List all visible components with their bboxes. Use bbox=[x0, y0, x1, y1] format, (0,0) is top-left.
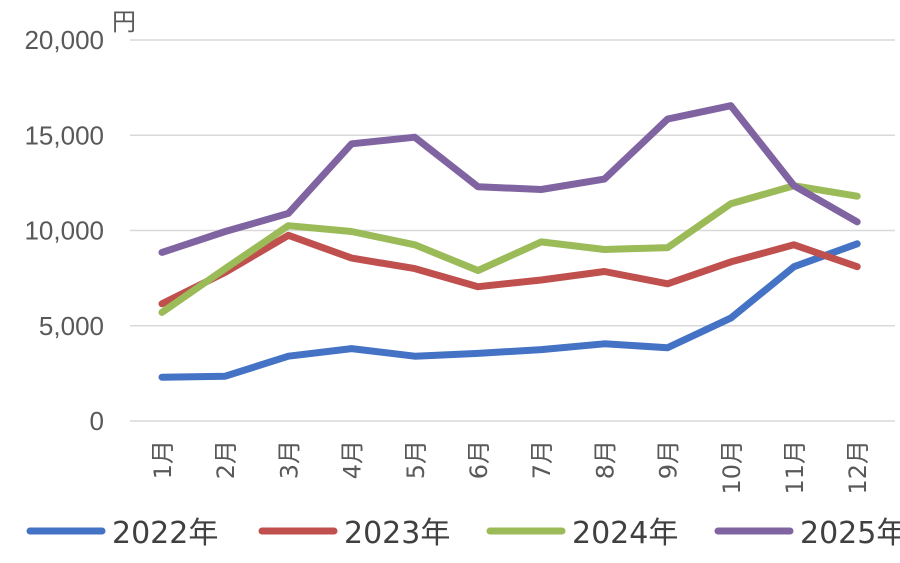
y-axis-unit: 円 bbox=[112, 8, 136, 36]
x-tick-label: 1月 bbox=[149, 440, 177, 479]
legend-label: 2025年 bbox=[800, 516, 900, 551]
y-tick-label: 5,000 bbox=[39, 311, 104, 341]
x-tick-label: 12月 bbox=[844, 440, 872, 495]
y-tick-label: 0 bbox=[90, 406, 104, 436]
gridlines bbox=[130, 39, 895, 422]
x-tick-label: 4月 bbox=[339, 440, 367, 479]
y-tick-label: 15,000 bbox=[24, 120, 104, 150]
y-tick-label: 20,000 bbox=[24, 25, 104, 55]
x-tick-label: 7月 bbox=[528, 440, 556, 479]
legend-label: 2023年 bbox=[344, 516, 450, 551]
legend-label: 2022年 bbox=[112, 516, 218, 551]
x-tick-label: 3月 bbox=[275, 440, 303, 479]
x-tick-label: 9月 bbox=[655, 440, 683, 479]
x-tick-label: 2月 bbox=[212, 440, 240, 479]
y-tick-label: 10,000 bbox=[24, 216, 104, 246]
y-axis: 0 5,000 10,000 15,000 20,000 bbox=[24, 25, 104, 436]
x-tick-label: 11月 bbox=[781, 440, 809, 495]
series-line-2023年 bbox=[158, 231, 861, 308]
series-line-2024年 bbox=[158, 182, 861, 316]
x-tick-label: 5月 bbox=[402, 440, 430, 479]
x-tick-label: 6月 bbox=[465, 440, 493, 479]
x-tick-label: 8月 bbox=[591, 440, 619, 479]
legend: 2022年 2023年 2024年 2025年 bbox=[26, 516, 900, 551]
x-axis: 1月 2月 3月 4月 5月 6月 7月 8月 9月 10月 11月 12月 bbox=[149, 440, 872, 495]
x-tick-label: 10月 bbox=[718, 440, 746, 495]
series-line-2025年 bbox=[158, 102, 861, 256]
series-lines bbox=[158, 102, 861, 381]
series-line-2022年 bbox=[158, 240, 861, 381]
legend-label: 2024年 bbox=[572, 516, 678, 551]
